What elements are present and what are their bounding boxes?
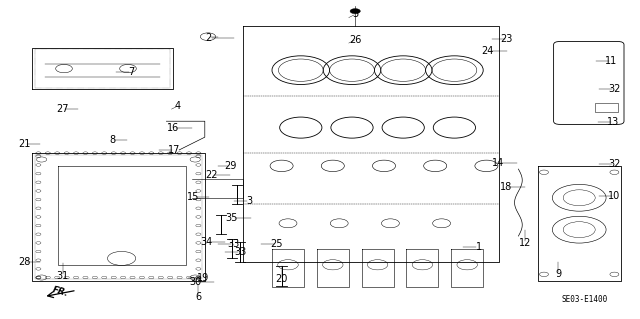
Text: 20: 20 <box>275 274 288 284</box>
Text: 15: 15 <box>187 192 200 202</box>
Text: 10: 10 <box>608 191 621 201</box>
Text: 11: 11 <box>605 56 618 66</box>
Text: 23: 23 <box>500 34 513 44</box>
Text: 25: 25 <box>270 239 283 249</box>
Text: 26: 26 <box>349 35 362 45</box>
Text: 34: 34 <box>200 237 212 248</box>
Text: 30: 30 <box>189 277 202 287</box>
Text: 2: 2 <box>205 33 211 43</box>
Text: 28: 28 <box>18 257 31 267</box>
Text: 3: 3 <box>246 196 253 206</box>
Text: 32: 32 <box>608 159 621 169</box>
Text: 17: 17 <box>168 145 180 155</box>
Text: 9: 9 <box>555 269 561 279</box>
Text: 19: 19 <box>197 272 210 283</box>
Text: 32: 32 <box>608 84 621 94</box>
Text: 1: 1 <box>476 242 482 252</box>
Text: 33: 33 <box>234 247 246 257</box>
Text: 22: 22 <box>205 170 218 181</box>
Text: 31: 31 <box>56 271 69 281</box>
Text: 24: 24 <box>481 46 494 56</box>
Text: 6: 6 <box>195 292 202 302</box>
Text: 27: 27 <box>56 104 69 114</box>
Text: 12: 12 <box>518 238 531 248</box>
Text: 21: 21 <box>18 138 31 149</box>
Text: SE03-E1400: SE03-E1400 <box>562 295 608 304</box>
Text: FR.: FR. <box>52 286 70 298</box>
Text: 4: 4 <box>175 101 181 111</box>
Text: 18: 18 <box>499 182 512 192</box>
Text: 35: 35 <box>225 212 238 223</box>
Circle shape <box>350 9 360 14</box>
Bar <box>595 103 618 112</box>
Text: 16: 16 <box>166 122 179 133</box>
Text: 8: 8 <box>109 135 115 145</box>
Text: 13: 13 <box>607 117 620 127</box>
Text: 14: 14 <box>492 158 504 168</box>
Text: 33: 33 <box>227 239 240 249</box>
Text: 29: 29 <box>224 161 237 171</box>
Text: 5: 5 <box>352 9 358 19</box>
Text: 7: 7 <box>128 67 134 77</box>
